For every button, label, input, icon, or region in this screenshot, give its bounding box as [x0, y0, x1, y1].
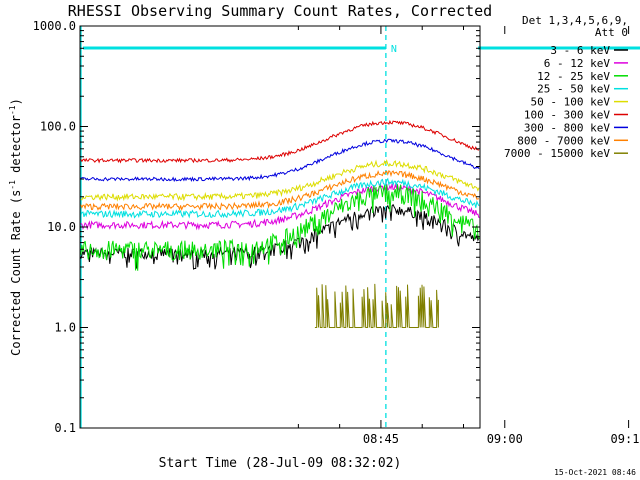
- series-line-7: [80, 169, 480, 212]
- series-line-2: [80, 184, 480, 271]
- footer-timestamp: 15-Oct-2021 08:46: [554, 468, 636, 477]
- legend-label-2: 12 - 25 keV: [537, 70, 610, 83]
- y-tick-label-1: 100.0: [40, 120, 76, 134]
- y-tick-label-2: 10.0: [47, 220, 76, 234]
- legend-label-1: 6 - 12 keV: [544, 57, 611, 70]
- marker-label-n: N: [391, 44, 397, 55]
- legend-label-3: 25 - 50 keV: [537, 83, 610, 96]
- legend-header-1: Att 0: [595, 26, 628, 39]
- series-line-1: [80, 182, 480, 231]
- legend-label-5: 100 - 300 keV: [524, 109, 610, 122]
- series-line-5: [80, 119, 480, 164]
- y-tick-label-4: 0.1: [54, 421, 76, 435]
- series-line-6: [80, 138, 480, 183]
- legend-label-8: 7000 - 15000 keV: [504, 147, 610, 160]
- chart-title: RHESSI Observing Summary Count Rates, Co…: [68, 2, 492, 20]
- plot-area: NS: [80, 26, 640, 428]
- legend-header-0: Det 1,3,4,5,6,9,: [522, 14, 628, 27]
- y-axis-label: Corrected Count Rate (s-1 detector-1): [8, 98, 23, 356]
- x-axis-label: Start Time (28-Jul-09 08:32:02): [159, 456, 402, 471]
- legend-label-7: 800 - 7000 keV: [517, 134, 610, 147]
- x-tick-label-2: 09:15: [611, 432, 640, 446]
- x-tick-label-0: 08:45: [363, 432, 399, 446]
- y-tick-label-0: 1000.0: [33, 19, 76, 33]
- x-tick-label-1: 09:00: [487, 432, 523, 446]
- series-line-3: [80, 177, 480, 219]
- legend-label-6: 300 - 800 keV: [524, 121, 610, 134]
- series-line-8-burst-0: [314, 283, 439, 328]
- series-line-4: [80, 159, 480, 202]
- legend-label-4: 50 - 100 keV: [531, 96, 611, 109]
- y-tick-label-3: 1.0: [54, 321, 76, 335]
- legend-label-0: 3 - 6 keV: [550, 44, 610, 57]
- axes: 1000.0100.010.01.00.108:4509:0009:1509:3…: [33, 19, 640, 446]
